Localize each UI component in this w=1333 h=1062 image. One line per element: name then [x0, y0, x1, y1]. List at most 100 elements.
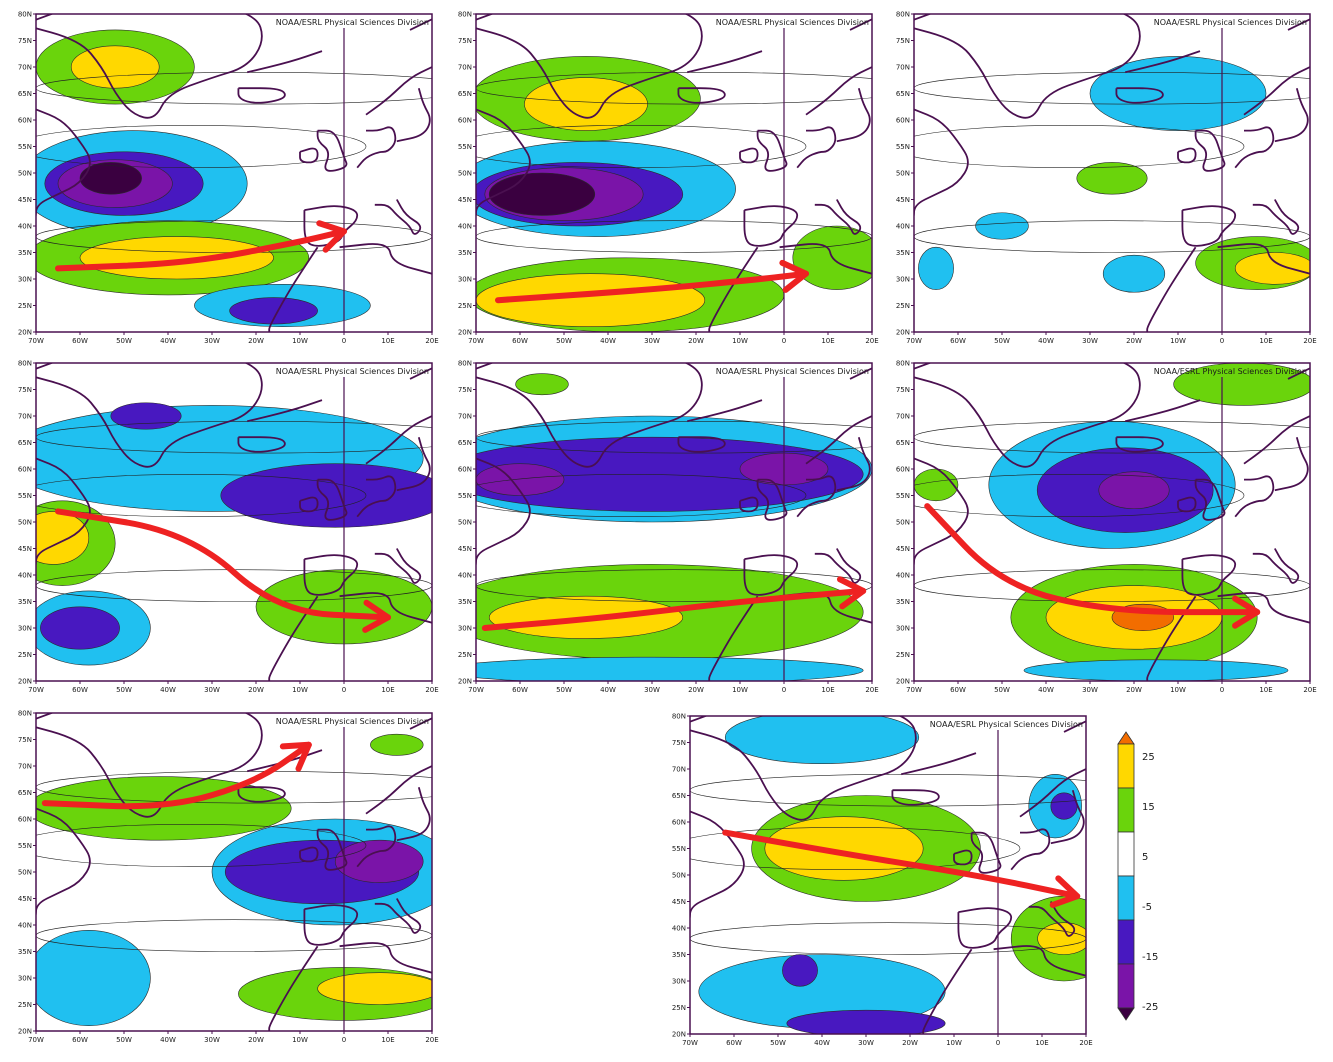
lon-tick-label: 0 [342, 1036, 346, 1044]
lat-tick-label: 45N [458, 196, 472, 204]
lat-tick-label: 30N [672, 978, 686, 986]
lat-tick-label: 40N [18, 922, 32, 930]
lat-tick-label: 40N [896, 223, 910, 231]
lon-tick-label: 40W [160, 686, 176, 694]
anomaly-region [229, 297, 318, 325]
coastline [356, 475, 397, 518]
coastline [36, 457, 91, 567]
coastline [796, 126, 837, 169]
contour-line [36, 474, 367, 517]
coastline [953, 849, 973, 866]
lon-tick-label: 40W [814, 1039, 830, 1047]
flow-arrow [55, 508, 391, 621]
coastline [1274, 436, 1309, 492]
lat-tick-label: 20N [672, 1031, 686, 1039]
lat-tick-label: 40N [18, 572, 32, 580]
coastline [1274, 87, 1309, 143]
lon-tick-label: 10W [1170, 686, 1186, 694]
lon-tick-label: 10E [1259, 686, 1272, 694]
coastline [1019, 768, 1086, 818]
lat-tick-label: 25N [18, 651, 32, 659]
coastline [690, 810, 745, 920]
coastline [805, 66, 872, 116]
lon-tick-label: 10W [732, 337, 748, 345]
flow-arrow [722, 829, 1081, 900]
coastline [356, 825, 397, 868]
lon-tick-label: 10W [292, 1036, 308, 1044]
flow-arrow-head [279, 741, 312, 772]
map-panel-2: NOAA/ESRL Physical Sciences Division 80N 7… [452, 8, 879, 348]
coastline [677, 436, 726, 453]
lat-tick-label: 40N [672, 925, 686, 933]
lat-tick-label: 25N [896, 302, 910, 310]
lat-tick-label: 30N [18, 625, 32, 633]
lon-tick-label: 0 [782, 686, 786, 694]
lon-tick-label: 30W [204, 686, 220, 694]
colorbar-band [1117, 1007, 1135, 1021]
lon-tick-label: 20E [425, 686, 438, 694]
lat-tick-label: 50N [896, 519, 910, 527]
coastline [409, 18, 432, 31]
coastline [686, 50, 763, 74]
lat-tick-label: 50N [896, 170, 910, 178]
map-svg: NOAA/ESRL Physical Sciences Division 80N 7… [896, 360, 1317, 695]
anomaly-contours [914, 14, 1310, 332]
anomaly-region [1037, 922, 1086, 955]
flow-arrow [495, 270, 809, 304]
lon-tick-label: 60W [72, 337, 88, 345]
flow-arrow [924, 503, 1261, 616]
coastline [237, 436, 286, 453]
lon-tick-label: 70W [28, 686, 44, 694]
lon-tick-label: 50W [556, 686, 572, 694]
lon-tick-label: 10E [821, 337, 834, 345]
coastline [268, 945, 319, 1031]
coastline [677, 87, 726, 104]
colorbar-label-25: 25 [1142, 752, 1155, 763]
contour-line [914, 125, 1245, 168]
lat-tick-label: 20N [896, 329, 910, 337]
coastline [339, 592, 432, 624]
coastline [1243, 66, 1310, 116]
lon-tick-label: 40W [160, 337, 176, 345]
lat-tick-label: 50N [458, 170, 472, 178]
lat-tick-label: 75N [18, 37, 32, 45]
coastline [814, 199, 862, 235]
coastline [1181, 205, 1237, 247]
lat-tick-label: 55N [458, 143, 472, 151]
lat-tick-label: 60N [458, 466, 472, 474]
coastline [1181, 554, 1237, 596]
lat-tick-label: 75N [18, 736, 32, 744]
lat-tick-label: 75N [672, 739, 686, 747]
lat-tick-label: 60N [18, 466, 32, 474]
contour-line [476, 72, 872, 105]
lon-tick-label: 50W [994, 686, 1010, 694]
lat-tick-label: 65N [458, 439, 472, 447]
map-panel-5: NOAA/ESRL Physical Sciences Division 80N 7… [452, 357, 879, 697]
coastline [339, 243, 432, 275]
flow-arrow-head [316, 220, 347, 253]
colorbar-band [1117, 919, 1135, 965]
lat-tick-label: 55N [896, 492, 910, 500]
lat-tick-label: 80N [458, 11, 472, 19]
coastline [914, 363, 1141, 468]
lon-tick-label: 50W [116, 337, 132, 345]
lon-tick-label: 20E [425, 1036, 438, 1044]
coastline [1287, 18, 1310, 31]
coastline [36, 363, 263, 468]
coastline [356, 126, 397, 169]
lat-tick-label: 35N [458, 598, 472, 606]
coastline [1194, 129, 1226, 172]
coastline [796, 475, 837, 518]
lat-tick-label: 50N [458, 519, 472, 527]
lon-tick-label: 20W [248, 337, 264, 345]
credit-label: NOAA/ESRL Physical Sciences Division [1154, 367, 1307, 376]
lon-tick-label: 10W [292, 686, 308, 694]
colorbar-label-15: 15 [1142, 802, 1155, 813]
lon-tick-label: 30W [644, 337, 660, 345]
credit-label: NOAA/ESRL Physical Sciences Division [276, 717, 429, 726]
lat-tick-label: 65N [458, 90, 472, 98]
lon-tick-label: 30W [1082, 337, 1098, 345]
anomaly-contours [36, 363, 432, 681]
lon-tick-label: 30W [204, 337, 220, 345]
lon-tick-label: 40W [600, 337, 616, 345]
